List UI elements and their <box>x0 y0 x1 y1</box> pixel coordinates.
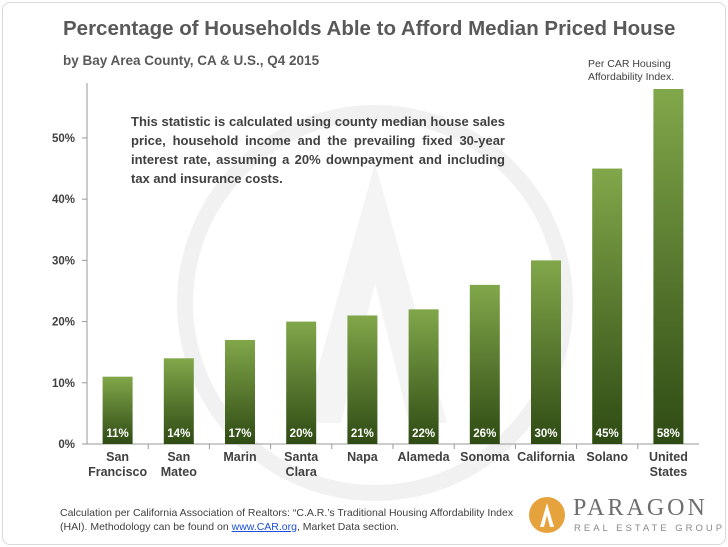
x-tick-label: Clara <box>286 465 318 479</box>
bar-chart: 0%10%20%30%40%50%11%SanFrancisco14%SanMa… <box>52 83 699 501</box>
bar <box>286 321 317 444</box>
y-tick-label: 30% <box>52 255 75 267</box>
bar <box>163 358 194 444</box>
y-tick-label: 50% <box>52 133 75 145</box>
x-tick-label: Santa <box>284 450 319 464</box>
x-tick-label: San <box>167 450 190 464</box>
source-note: Per CAR Housing Affordability Index. <box>588 58 674 84</box>
x-tick-label: Napa <box>347 450 379 464</box>
bar-data-label: 58% <box>657 428 680 440</box>
watermark-ring <box>177 105 573 501</box>
bar-data-label: 45% <box>596 428 619 440</box>
bar <box>347 315 378 444</box>
bar <box>408 309 439 444</box>
y-tick-label: 20% <box>52 317 75 329</box>
bar-data-label: 14% <box>167 428 190 440</box>
y-tick-label: 0% <box>58 439 75 451</box>
x-tick-label: Alameda <box>398 450 451 464</box>
x-tick-label: Sonoma <box>460 450 510 464</box>
car-link[interactable]: www.CAR.org <box>231 521 297 533</box>
footnote-text: , Market Data section. <box>296 521 400 533</box>
bar-data-label: 20% <box>290 428 313 440</box>
paragon-logo: PARAGON REAL ESTATE GROUP <box>523 495 723 539</box>
footnote-text: (HAI). Methodology can be found on <box>60 521 232 533</box>
x-tick-label: San <box>106 450 129 464</box>
bar <box>531 260 561 444</box>
footnote: Calculation per California Association o… <box>60 506 513 534</box>
logo-mark-icon <box>529 497 565 533</box>
x-tick-label: States <box>650 465 688 479</box>
source-note-line: Affordability Index. <box>588 71 675 83</box>
x-tick-label: Marin <box>223 450 256 464</box>
logo-name: PARAGON <box>573 495 708 521</box>
bar <box>225 339 255 444</box>
source-note-line: Per CAR Housing <box>588 58 671 70</box>
bar-data-label: 22% <box>412 428 435 440</box>
bar <box>592 168 623 444</box>
bar-data-label: 17% <box>228 428 251 440</box>
chart-title: Percentage of Households Able to Afford … <box>63 17 676 40</box>
footnote-line-2: (HAI). Methodology can be found on www.C… <box>60 520 513 534</box>
footnote-line-1: Calculation per California Association o… <box>60 507 514 519</box>
bar <box>102 376 133 444</box>
y-tick-label: 40% <box>52 194 75 206</box>
x-tick-label: Mateo <box>161 465 197 479</box>
x-tick-label: California <box>517 450 576 464</box>
bar <box>653 89 684 444</box>
x-tick-label: Francisco <box>88 465 147 479</box>
bar-data-label: 11% <box>106 428 128 440</box>
chart-subtitle: by Bay Area County, CA & U.S., Q4 2015 <box>63 53 320 68</box>
methodology-note: This statistic is calculated using count… <box>131 114 505 186</box>
x-tick-label: Solano <box>586 450 628 464</box>
logo-tagline: REAL ESTATE GROUP <box>574 523 726 534</box>
y-tick-label: 10% <box>52 378 75 390</box>
x-tick-label: United <box>649 450 688 464</box>
bar-data-label: 26% <box>473 428 496 440</box>
bar-data-label: 30% <box>534 428 557 440</box>
bar <box>469 284 500 444</box>
bar-data-label: 21% <box>351 428 374 440</box>
